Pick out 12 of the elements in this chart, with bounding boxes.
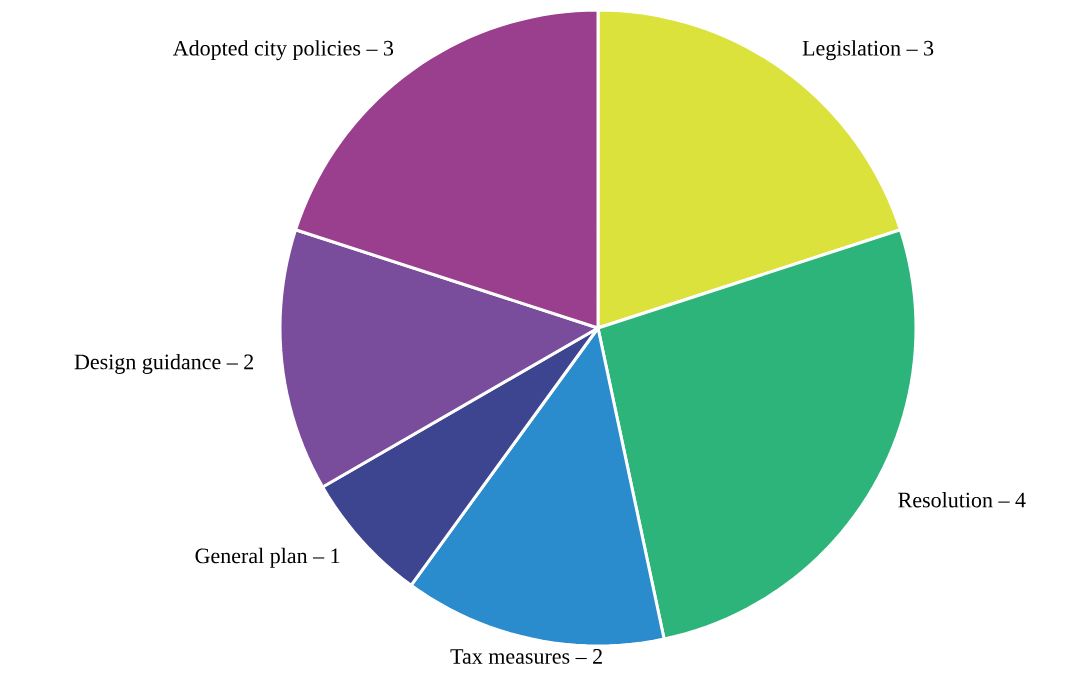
data-label: 2 <box>244 354 254 370</box>
data-label: 1 <box>331 548 340 564</box>
data-label: 2 <box>593 649 602 664</box>
slice-label: Tax measures – <box>450 649 587 664</box>
slice-label: General plan – <box>195 547 325 568</box>
slice-label: Legislation – <box>802 40 918 61</box>
slice-label: Resolution – <box>898 491 1010 508</box>
data-label: 4 <box>1015 492 1026 508</box>
slice-label: Adopted city policies – <box>172 40 378 61</box>
data-label: 3 <box>924 40 934 56</box>
slice-label: Design guidance – <box>74 353 238 374</box>
data-label: 3 <box>383 40 394 56</box>
